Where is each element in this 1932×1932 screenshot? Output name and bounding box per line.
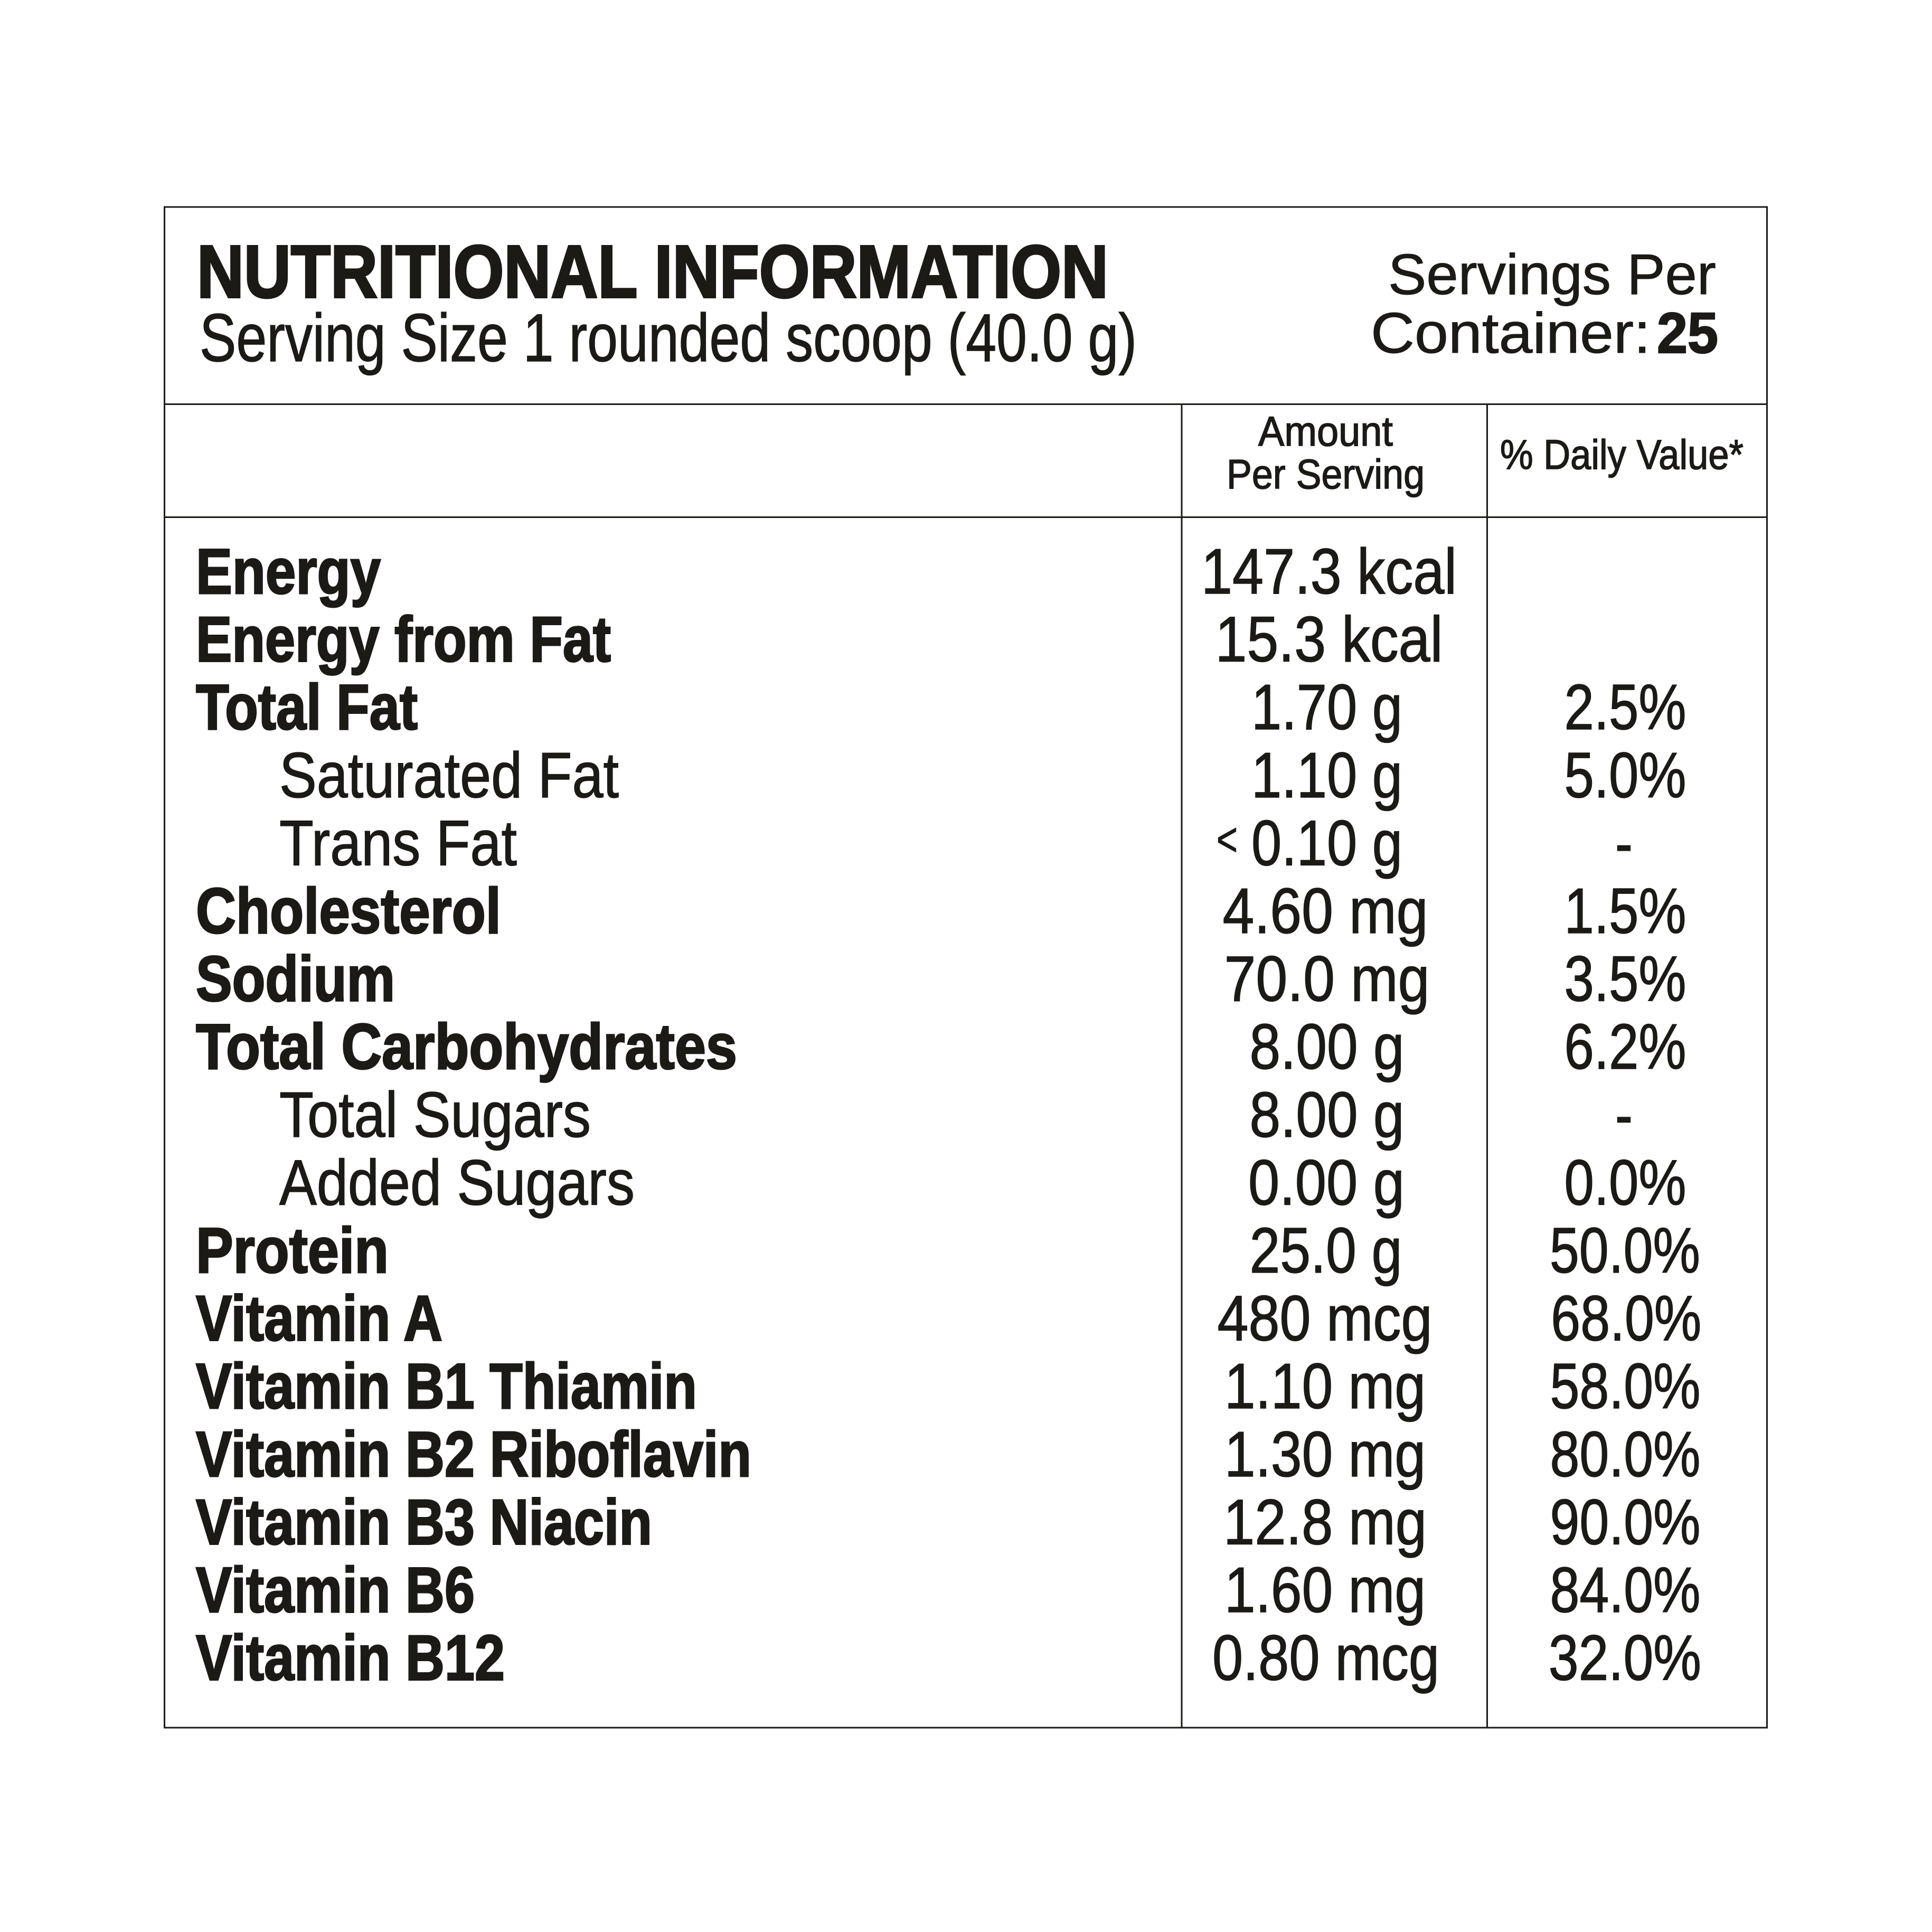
svg-text:1.30 mg: 1.30 mg	[1224, 1418, 1426, 1490]
svg-text:8.00 g: 8.00 g	[1250, 1079, 1405, 1151]
svg-text:4.60 mg: 4.60 mg	[1223, 875, 1428, 947]
svg-text:0.10 g: 0.10 g	[1251, 807, 1402, 879]
svg-text:Vitamin A: Vitamin A	[196, 1283, 442, 1354]
svg-text:32.0%: 32.0%	[1549, 1622, 1701, 1694]
svg-text:0.0%: 0.0%	[1565, 1146, 1686, 1218]
svg-text:480 mcg: 480 mcg	[1218, 1283, 1432, 1354]
svg-text:6.2%: 6.2%	[1565, 1011, 1686, 1082]
svg-text:0.00 g: 0.00 g	[1248, 1146, 1405, 1218]
svg-text:Sodium: Sodium	[196, 943, 395, 1015]
svg-text:Container:: Container:	[1371, 301, 1651, 365]
svg-text:25: 25	[1657, 301, 1718, 365]
svg-text:70.0 mg: 70.0 mg	[1224, 943, 1430, 1015]
svg-text:Vitamin B12: Vitamin B12	[196, 1622, 505, 1694]
svg-text:% Daily Value*: % Daily Value*	[1500, 431, 1743, 478]
svg-text:80.0%: 80.0%	[1550, 1418, 1701, 1490]
svg-text:1.10 mg: 1.10 mg	[1224, 1350, 1426, 1422]
svg-text:Energy: Energy	[196, 535, 381, 607]
svg-text:1.5%: 1.5%	[1565, 875, 1686, 947]
svg-text:3.5%: 3.5%	[1565, 943, 1686, 1015]
svg-text:Vitamin B1 Thiamin: Vitamin B1 Thiamin	[196, 1350, 697, 1422]
svg-text:<: <	[1217, 813, 1238, 866]
svg-text:147.3 kcal: 147.3 kcal	[1201, 535, 1457, 607]
svg-text:15.3 kcal: 15.3 kcal	[1215, 604, 1443, 675]
svg-text:NUTRITIONAL INFORMATION: NUTRITIONAL INFORMATION	[197, 230, 1108, 313]
svg-text:Amount: Amount	[1258, 408, 1393, 455]
svg-text:Vitamin B2 Riboflavin: Vitamin B2 Riboflavin	[196, 1418, 751, 1490]
svg-text:Total Fat: Total Fat	[196, 671, 418, 743]
svg-text:Per Serving: Per Serving	[1227, 450, 1425, 497]
svg-text:84.0%: 84.0%	[1550, 1554, 1701, 1626]
svg-text:Trans Fat: Trans Fat	[279, 807, 517, 879]
svg-text:12.8 mg: 12.8 mg	[1223, 1486, 1427, 1558]
svg-text:Vitamin B6: Vitamin B6	[196, 1554, 475, 1626]
svg-text:Serving Size 1 rounded scoop (: Serving Size 1 rounded scoop (40.0 g)	[200, 300, 1137, 376]
svg-text:5.0%: 5.0%	[1565, 739, 1686, 811]
svg-text:Vitamin B3 Niacin: Vitamin B3 Niacin	[196, 1486, 652, 1558]
svg-text:0.80 mcg: 0.80 mcg	[1212, 1622, 1439, 1694]
svg-text:8.00 g: 8.00 g	[1250, 1011, 1405, 1082]
svg-text:Total Sugars: Total Sugars	[279, 1079, 591, 1151]
svg-text:Energy from Fat: Energy from Fat	[196, 604, 611, 675]
svg-text:Protein: Protein	[196, 1214, 389, 1286]
svg-text:1.10 g: 1.10 g	[1251, 739, 1402, 811]
svg-text:Added Sugars: Added Sugars	[279, 1146, 635, 1218]
svg-text:25.0 g: 25.0 g	[1250, 1214, 1402, 1286]
svg-text:58.0%: 58.0%	[1550, 1350, 1701, 1422]
svg-text:1.70 g: 1.70 g	[1251, 671, 1402, 743]
svg-text:1.60 mg: 1.60 mg	[1224, 1554, 1426, 1626]
svg-text:90.0%: 90.0%	[1550, 1486, 1701, 1558]
svg-text:Saturated Fat: Saturated Fat	[279, 739, 619, 811]
svg-text:-: -	[1615, 807, 1633, 879]
svg-text:Total Carbohydrates: Total Carbohydrates	[196, 1011, 737, 1082]
svg-text:68.0%: 68.0%	[1551, 1283, 1701, 1354]
svg-text:50.0%: 50.0%	[1550, 1214, 1700, 1286]
svg-text:Servings Per: Servings Per	[1388, 242, 1716, 307]
svg-text:Cholesterol: Cholesterol	[196, 875, 501, 947]
svg-text:-: -	[1615, 1079, 1633, 1151]
svg-text:2.5%: 2.5%	[1565, 671, 1686, 743]
